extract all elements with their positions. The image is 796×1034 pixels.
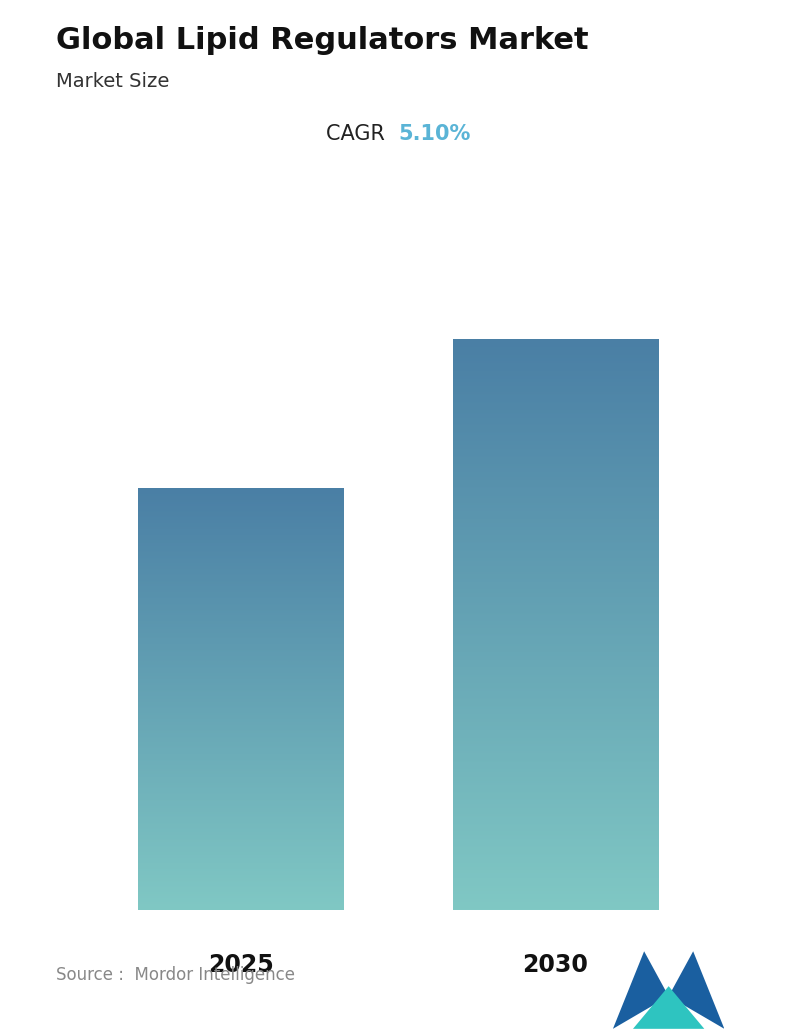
Text: 5.10%: 5.10% (398, 124, 470, 144)
Text: 2030: 2030 (522, 953, 588, 977)
Text: 2025: 2025 (208, 953, 274, 977)
Text: Market Size: Market Size (56, 72, 169, 91)
Text: Global Lipid Regulators Market: Global Lipid Regulators Market (56, 26, 588, 55)
Text: CAGR: CAGR (326, 124, 398, 144)
Text: Source :  Mordor Intelligence: Source : Mordor Intelligence (56, 967, 295, 984)
